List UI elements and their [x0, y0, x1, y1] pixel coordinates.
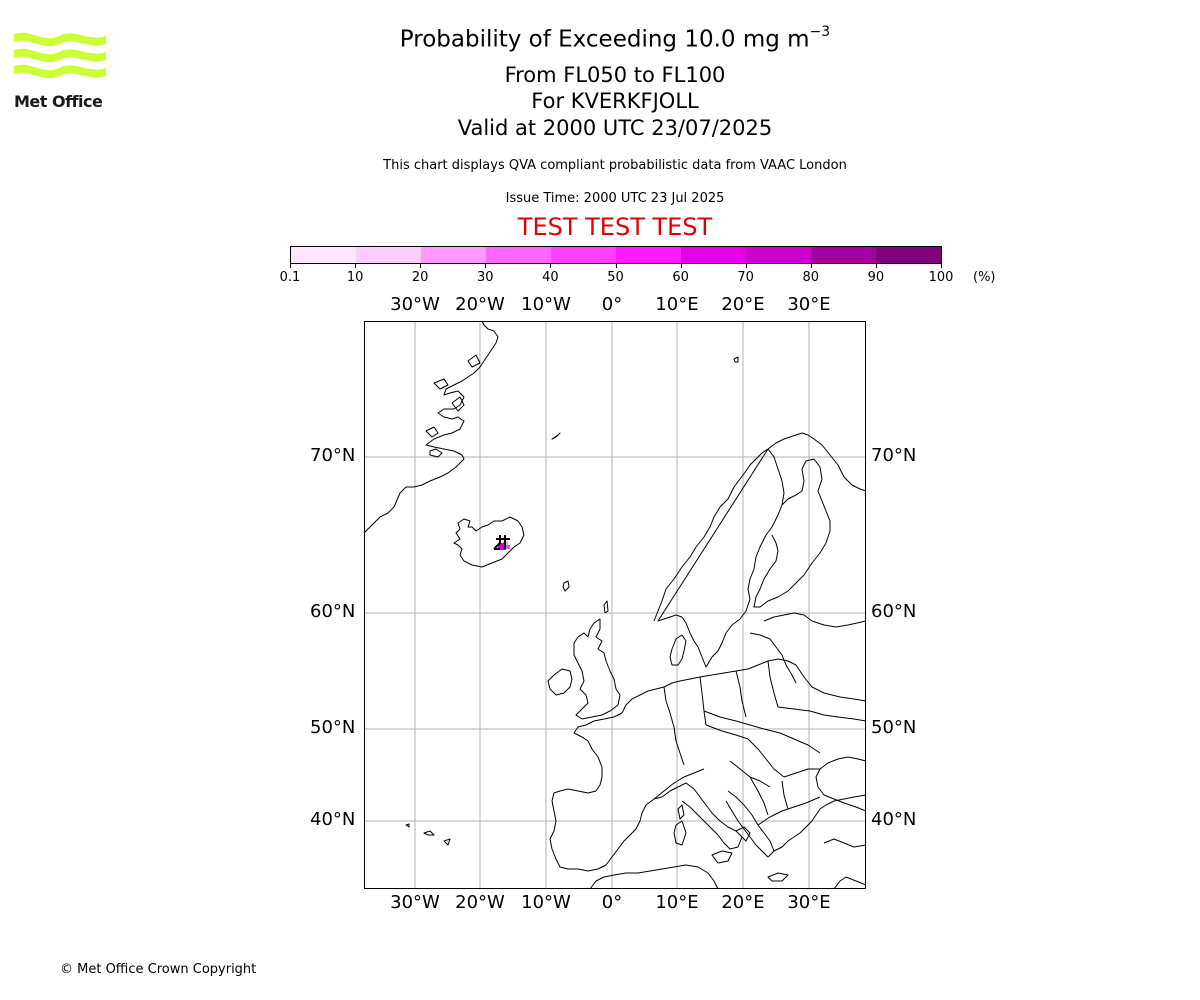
balkans [725, 790, 775, 858]
colorbar-tick [875, 263, 877, 268]
colorbar-segment [746, 247, 811, 263]
met-office-logo: Met Office [14, 30, 109, 112]
copyright-notice: © Met Office Crown Copyright [60, 962, 257, 977]
met-office-waves-icon [14, 32, 106, 79]
colorbar-segment [876, 247, 941, 263]
lat-label-right: 40°N [871, 809, 917, 830]
colorbar-tick [615, 263, 617, 268]
colorbar-tick [355, 263, 357, 268]
north-africa [589, 864, 719, 890]
colorbar-tick [485, 263, 487, 268]
jan-mayen [551, 432, 561, 440]
colorbar-tick-label: 100 [928, 270, 954, 285]
iberia [549, 788, 663, 872]
chart-subtitle: This chart displays QVA compliant probab… [383, 158, 847, 173]
lat-label-right: 50°N [871, 717, 917, 738]
lon-label-top: 10°W [521, 294, 571, 315]
lon-label-bottom: 10°E [655, 892, 699, 913]
lat-label-left: 50°N [310, 717, 356, 738]
colorbar-tick-label: 20 [411, 270, 429, 285]
lat-label-left: 40°N [310, 809, 356, 830]
greenland-coast [363, 320, 499, 534]
map-panel[interactable] [363, 320, 867, 890]
black-sea [819, 756, 867, 770]
chart-title-text: Probability of Exceeding 10.0 mg m [399, 26, 810, 53]
denmark [669, 634, 687, 666]
lon-label-bottom: 0° [601, 892, 623, 913]
issue-time: Issue Time: 2000 UTC 23 Jul 2025 [505, 191, 725, 206]
lon-label-top: 20°E [721, 294, 765, 315]
volcano-marker-icon [493, 535, 510, 550]
sicily [711, 850, 733, 864]
sardinia [673, 820, 687, 846]
lon-label-top: 30°W [390, 294, 440, 315]
colorbar-tick-label: 10 [346, 270, 364, 285]
ireland [547, 668, 573, 696]
valid-time: Valid at 2000 UTC 23/07/2025 [457, 116, 773, 140]
colorbar-segment [616, 247, 681, 263]
colorbar-tick [290, 263, 291, 268]
colorbar-tick-label: 50 [607, 270, 624, 285]
corsica [677, 804, 685, 820]
colorbar-tick [810, 263, 812, 268]
lon-label-bottom: 30°E [787, 892, 831, 913]
graticule [364, 321, 866, 889]
lat-label-left: 60°N [310, 601, 356, 622]
bear-island [733, 356, 739, 363]
logo-text: Met Office [14, 92, 103, 111]
continental-coast [621, 658, 797, 714]
volcano-name: For KVERKFJOLL [531, 89, 699, 113]
france-coast [573, 712, 623, 792]
colorbar-tick [745, 263, 747, 268]
finland [753, 458, 831, 608]
colorbar-segment [811, 247, 876, 263]
colorbar-segment [356, 247, 421, 263]
chart-title-exponent: −3 [809, 24, 831, 40]
crete [767, 872, 789, 882]
colorbar-tick [941, 263, 942, 268]
lon-label-top: 10°E [655, 294, 699, 315]
lat-label-left: 70°N [310, 445, 356, 466]
colorbar-segment [291, 247, 356, 263]
lon-label-top: 20°W [455, 294, 505, 315]
colorbar-tick-label: 30 [477, 270, 494, 285]
faroe-islands [562, 580, 570, 592]
colorbar-tick [420, 263, 422, 268]
flight-level-range: From FL050 to FL100 [504, 63, 726, 87]
lon-label-bottom: 20°W [455, 892, 505, 913]
colorbar-tick [680, 263, 682, 268]
europe-map [363, 320, 867, 890]
shetland [603, 600, 609, 614]
lon-label-bottom: 10°W [521, 892, 571, 913]
colorbar-segment [421, 247, 486, 263]
colorbar-tick-label: 40 [542, 270, 559, 285]
colorbar-tick-label: 90 [867, 270, 885, 285]
great-britain [573, 618, 621, 720]
colorbar-tick-label: 80 [802, 270, 820, 285]
colorbar-tick-label: 60 [672, 270, 689, 285]
colorbar-tick-label: 70 [737, 270, 754, 285]
colorbar-tick [550, 263, 552, 268]
chart-title: Probability of Exceeding 10.0 mg m−3 [265, 24, 965, 53]
scandinavia-coast [653, 432, 867, 622]
lon-label-top: 30°E [787, 294, 831, 315]
colorbar-segment [486, 247, 551, 263]
coastlines [363, 320, 867, 890]
colorbar-segment [681, 247, 746, 263]
lat-label-right: 70°N [871, 445, 917, 466]
iceland-coast [453, 516, 525, 568]
test-banner: TEST TEST TEST [517, 213, 713, 241]
lon-label-top: 0° [601, 294, 623, 315]
probability-colorbar [290, 246, 942, 264]
colorbar-segment [551, 247, 616, 263]
lat-label-right: 60°N [871, 601, 917, 622]
colorbar-tick-label: 0.1 [279, 270, 301, 285]
lon-label-bottom: 30°W [390, 892, 440, 913]
colorbar-unit: (%) [973, 270, 996, 285]
lon-label-bottom: 20°E [721, 892, 765, 913]
